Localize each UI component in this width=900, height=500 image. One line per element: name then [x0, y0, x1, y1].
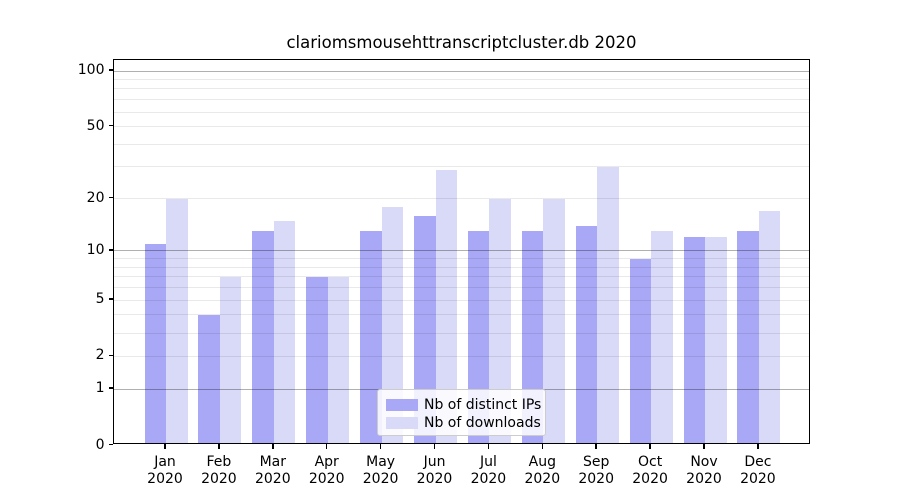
- bar-distinct-ips-dec: [737, 231, 759, 444]
- x-tick-mark: [272, 444, 274, 449]
- y-tick-label: 10: [86, 241, 105, 258]
- x-tick-mark: [595, 444, 597, 449]
- x-tick-label: Apr 2020: [308, 453, 345, 487]
- gridline-minor: [114, 287, 809, 289]
- x-tick-label: Feb 2020: [201, 453, 237, 487]
- y-tick-label: 5: [95, 291, 105, 308]
- bar-distinct-ips-jun: [414, 215, 436, 444]
- gridline-minor: [114, 88, 809, 90]
- bar-downloads-mar: [273, 220, 296, 444]
- bar-distinct-ips-oct: [629, 258, 652, 444]
- gridline-minor: [114, 266, 809, 268]
- x-tick-mark: [649, 444, 651, 449]
- x-tick-label: Dec 2020: [740, 453, 776, 487]
- x-tick-mark: [325, 444, 328, 449]
- y-tick-label: 2: [95, 347, 105, 364]
- x-tick-label: Jan 2020: [147, 453, 183, 487]
- gridline-minor: [114, 111, 809, 113]
- y-tick-mark: [108, 354, 113, 357]
- gridline-minor: [114, 332, 809, 334]
- bar-distinct-ips-sep: [575, 225, 598, 444]
- legend-item-downloads: Nb of downloads: [386, 414, 541, 432]
- y-tick-mark: [108, 124, 113, 127]
- gridline-major: [114, 250, 809, 252]
- y-tick-label: 1: [95, 380, 105, 397]
- x-tick-label: Oct 2020: [632, 453, 668, 487]
- x-tick-mark: [218, 444, 220, 449]
- bar-downloads-aug: [543, 198, 565, 444]
- gridline-minor: [114, 198, 809, 199]
- bar-downloads-dec: [758, 211, 781, 444]
- bar-downloads-jan: [166, 198, 188, 444]
- bar-downloads-oct: [651, 231, 673, 444]
- y-tick-label: 50: [86, 117, 105, 134]
- gridline-minor: [114, 258, 809, 260]
- y-tick-mark: [108, 443, 113, 446]
- bar-downloads-apr: [327, 276, 350, 444]
- legend-swatch-downloads: [386, 416, 418, 430]
- legend-item-distinct-ips: Nb of distinct IPs: [386, 396, 541, 414]
- y-tick-label: 0: [95, 436, 105, 453]
- gridline-minor: [114, 355, 809, 357]
- plot-area: [113, 59, 810, 444]
- bar-distinct-ips-jan: [144, 243, 166, 444]
- x-tick-mark: [541, 444, 544, 449]
- gridline-minor: [114, 166, 809, 168]
- gridline-minor: [114, 299, 809, 301]
- x-tick-mark: [487, 444, 490, 449]
- x-tick-mark: [164, 444, 166, 449]
- x-tick-label: Aug 2020: [524, 453, 561, 487]
- gridline-major: [114, 70, 809, 72]
- gridline-minor: [114, 99, 809, 101]
- x-tick-label: Mar 2020: [254, 453, 291, 487]
- x-tick-mark: [703, 444, 705, 449]
- x-tick-label: May 2020: [362, 453, 399, 487]
- y-tick-mark: [108, 69, 113, 71]
- legend: Nb of distinct IPs Nb of downloads: [377, 389, 546, 436]
- bar-distinct-ips-may: [360, 231, 382, 444]
- bar-downloads-may: [381, 206, 404, 444]
- x-tick-mark: [433, 444, 436, 449]
- y-tick-mark: [108, 196, 113, 199]
- gridline-minor: [114, 276, 809, 278]
- x-tick-label: Jul 2020: [470, 453, 507, 487]
- x-tick-mark: [379, 444, 382, 449]
- y-tick-label: 100: [77, 62, 105, 79]
- bar-distinct-ips-feb: [198, 314, 220, 444]
- bar-distinct-ips-apr: [306, 276, 328, 444]
- chart-title: clariomsmousehttranscriptcluster.db 2020: [286, 33, 637, 52]
- gridline-minor: [114, 314, 809, 316]
- legend-label-downloads: Nb of downloads: [424, 415, 541, 431]
- x-tick-label: Jun 2020: [416, 453, 453, 487]
- legend-swatch-distinct-ips: [386, 398, 418, 412]
- y-tick-mark: [108, 298, 113, 300]
- y-tick-mark: [108, 387, 113, 390]
- gridline-minor: [114, 79, 809, 81]
- legend-label-distinct-ips: Nb of distinct IPs: [424, 397, 542, 413]
- gridline-minor: [114, 143, 809, 145]
- x-tick-label: Nov 2020: [686, 453, 722, 487]
- y-tick-mark: [108, 249, 113, 251]
- bar-downloads-sep: [597, 166, 619, 444]
- y-tick-label: 20: [86, 189, 105, 206]
- gridline-minor: [114, 126, 809, 128]
- x-tick-mark: [757, 444, 759, 449]
- x-tick-label: Sep 2020: [578, 453, 614, 487]
- bar-distinct-ips-mar: [252, 231, 274, 444]
- bar-downloads-feb: [219, 276, 242, 444]
- bar-downloads-jun: [435, 169, 457, 444]
- bar-downloads-nov: [705, 237, 727, 444]
- bar-distinct-ips-nov: [683, 237, 705, 444]
- bar-downloads-jul: [489, 198, 511, 444]
